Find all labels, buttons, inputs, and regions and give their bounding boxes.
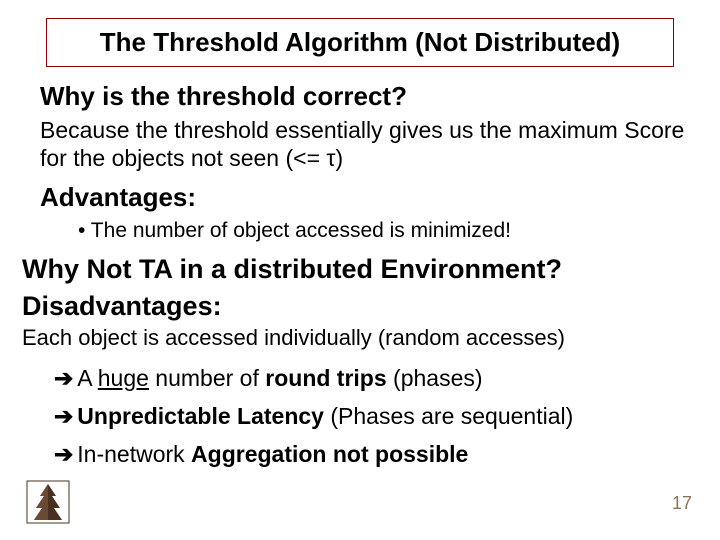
para-why-correct: Because the threshold essentially gives …: [40, 116, 698, 172]
para-disadvantages: Each object is accessed individually (ra…: [22, 324, 698, 352]
title-box: The Threshold Algorithm (Not Distributed…: [46, 18, 674, 67]
arrow-text-pre: A: [77, 365, 97, 391]
arrow-text-post: number of: [149, 365, 265, 391]
arrow-text-underline: huge: [98, 365, 149, 391]
arrow-icon: ➔: [54, 441, 73, 467]
arrow-text-pre: In-network: [77, 441, 191, 467]
heading-advantages: Advantages:: [40, 182, 698, 213]
arrow-list: ➔A huge number of round trips (phases) ➔…: [54, 364, 698, 470]
heading-why-not-ta: Why Not TA in a distributed Environment?: [22, 254, 698, 285]
arrow-text-bold: Aggregation not possible: [191, 441, 468, 467]
arrow-text-tail: (phases): [387, 365, 483, 391]
page-number: 17: [672, 493, 692, 514]
heading-why-correct: Why is the threshold correct?: [40, 81, 698, 112]
heading-disadvantages: Disadvantages:: [22, 291, 698, 322]
arrow-icon: ➔: [54, 403, 73, 429]
logo-tree-icon: [26, 480, 70, 524]
arrow-icon: ➔: [54, 365, 73, 391]
arrow-item: ➔In-network Aggregation not possible: [54, 440, 698, 470]
bullet-advantage: • The number of object accessed is minim…: [78, 217, 698, 244]
arrow-text-bold: Unpredictable Latency: [77, 403, 324, 429]
arrow-item: ➔A huge number of round trips (phases): [54, 364, 698, 394]
arrow-text-tail: (Phases are sequential): [324, 403, 573, 429]
slide-title: The Threshold Algorithm (Not Distributed…: [57, 27, 663, 58]
arrow-text-bold: round trips: [265, 365, 386, 391]
arrow-item: ➔Unpredictable Latency (Phases are seque…: [54, 402, 698, 432]
